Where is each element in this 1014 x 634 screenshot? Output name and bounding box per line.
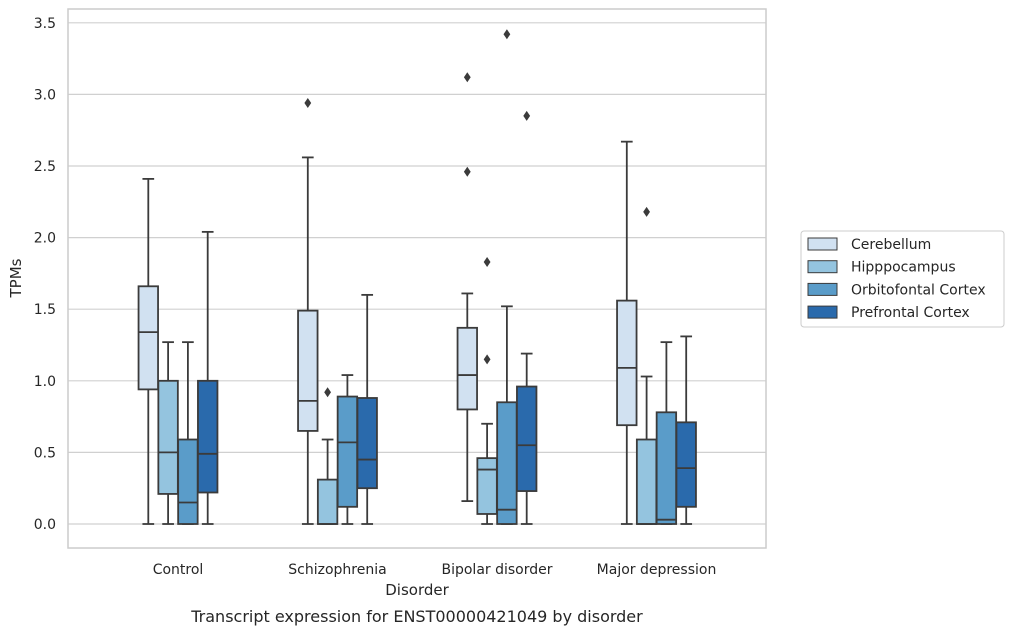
y-tick-label: 0.5 xyxy=(34,445,56,461)
outlier-point xyxy=(324,387,331,398)
outlier-point xyxy=(503,29,511,40)
box-iqr xyxy=(635,438,658,525)
legend-frame xyxy=(800,230,1005,328)
box-iqr xyxy=(655,411,678,525)
box-element xyxy=(476,256,498,525)
box-element xyxy=(456,72,478,502)
legend-swatch xyxy=(807,260,838,274)
legend-swatch xyxy=(807,282,838,296)
box-element xyxy=(137,177,159,525)
y-tick-label: 1.5 xyxy=(34,302,56,318)
box-iqr xyxy=(177,438,199,525)
box-iqr xyxy=(516,385,538,492)
box-element xyxy=(655,341,678,525)
y-tick-label: 0.0 xyxy=(34,517,56,533)
box-iqr xyxy=(336,395,359,508)
legend-swatch xyxy=(807,237,838,251)
box-element xyxy=(336,374,359,525)
box-iqr xyxy=(456,326,478,411)
box-iqr xyxy=(137,285,159,391)
outlier-point xyxy=(483,256,491,267)
outlier-point xyxy=(304,97,312,108)
box-element xyxy=(616,140,638,525)
x-tick-label: Control xyxy=(153,562,204,578)
box-iqr xyxy=(496,401,518,525)
box-iqr xyxy=(197,379,219,494)
legend-label: Prefrontal Cortex xyxy=(851,305,970,321)
plot-area-frame xyxy=(67,8,767,549)
y-tick-label: 3.5 xyxy=(34,16,56,32)
outlier-point xyxy=(463,166,471,177)
box-iqr xyxy=(675,421,697,508)
y-tick-label: 2.0 xyxy=(34,231,56,247)
x-tick-label: Bipolar disorder xyxy=(441,562,552,578)
legend-label: Hipppocampus xyxy=(851,260,956,276)
y-tick-label: 2.5 xyxy=(34,159,56,175)
legend: Cerebellum Hipppocampus Orbitofontal Corte… xyxy=(800,230,1005,328)
y-axis-ticks: 0.0 0.5 1.0 1.5 2.0 2.5 3.0 3.5 xyxy=(34,16,56,533)
box-element xyxy=(297,97,319,525)
box-element xyxy=(496,29,518,525)
box-element xyxy=(635,206,658,525)
outlier-point xyxy=(463,72,471,83)
y-tick-label: 1.0 xyxy=(34,374,56,390)
series-3 xyxy=(197,110,697,525)
box-element xyxy=(675,335,697,525)
x-axis-ticks: Control Schizophrenia Bipolar disorder Majo… xyxy=(153,562,717,578)
x-axis-title: Disorder xyxy=(385,581,449,599)
x-tick-label: Schizophrenia xyxy=(288,562,386,578)
legend-swatch xyxy=(807,305,838,319)
y-axis-title: TPMs xyxy=(7,258,25,298)
box-iqr xyxy=(356,397,378,490)
box-element xyxy=(197,230,219,525)
series-2 xyxy=(177,29,678,525)
outlier-point xyxy=(523,110,531,121)
outlier-point xyxy=(643,206,650,217)
y-tick-label: 3.0 xyxy=(34,87,56,103)
box-element xyxy=(177,341,199,525)
box-iqr xyxy=(297,309,319,432)
outlier-point xyxy=(483,354,491,365)
figure-caption: Transcript expression for ENST0000042104… xyxy=(190,607,643,626)
box-element xyxy=(316,387,339,525)
box-iqr xyxy=(157,379,179,495)
x-tick-label: Major depression xyxy=(597,562,717,578)
box-iqr xyxy=(476,457,498,515)
box-element xyxy=(157,341,179,525)
box-series xyxy=(137,29,697,525)
series-1 xyxy=(157,206,658,525)
box-iqr xyxy=(616,299,638,427)
series-0 xyxy=(137,72,638,525)
box-element xyxy=(356,293,378,525)
legend-label: Cerebellum xyxy=(851,237,931,253)
box-element xyxy=(516,110,538,525)
box-iqr xyxy=(316,478,339,525)
legend-label: Orbitofontal Cortex xyxy=(851,282,986,298)
